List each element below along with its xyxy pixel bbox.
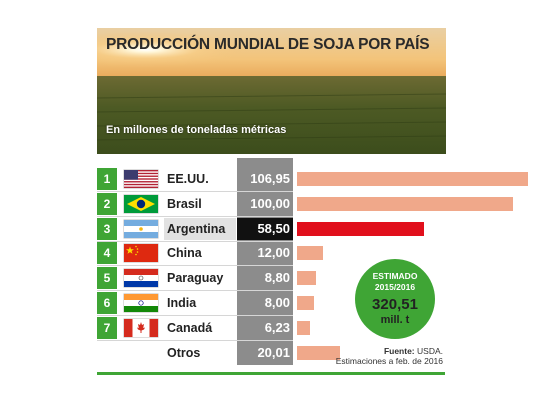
value-label: 8,80 — [264, 270, 290, 286]
row-india: 6 India 8,00 — [97, 292, 445, 314]
row-divider — [97, 315, 293, 316]
category-label: China — [167, 246, 202, 261]
value-label: 58,50 — [237, 217, 293, 240]
value-label: 20,01 — [257, 344, 290, 360]
category-label: India — [167, 296, 197, 310]
china-flag-icon — [124, 244, 158, 263]
source-label: Fuente: — [383, 346, 415, 356]
row-divider — [97, 339, 293, 341]
category-label: Argentina — [164, 217, 236, 240]
row-divider — [97, 290, 293, 292]
bar — [297, 271, 317, 286]
bar — [297, 196, 514, 211]
rank-badge: 7 — [97, 316, 117, 339]
bar — [297, 320, 311, 335]
india-flag-icon — [124, 294, 158, 312]
row-china: 4 China 12,00 — [97, 242, 445, 265]
bar — [297, 345, 341, 360]
row-canad-: 7 Canadá 6,23 — [97, 316, 445, 339]
row-divider — [97, 240, 293, 242]
rank-badge: 2 — [97, 192, 117, 215]
value-column — [237, 158, 293, 365]
chart-title: PRODUCCIÓN MUNDIAL DE SOJA POR PAÍS — [106, 36, 430, 53]
value-label: 12,00 — [257, 245, 290, 261]
argentina-flag-icon — [124, 219, 158, 238]
value-label: 6,23 — [264, 319, 290, 335]
usa-flag-icon — [124, 170, 158, 188]
bar — [297, 172, 529, 186]
bar — [297, 296, 315, 310]
row-paraguay: 5 Paraguay 8,80 — [97, 267, 445, 290]
rank-badge: 3 — [97, 217, 117, 240]
canada-flag-icon — [124, 318, 158, 337]
bar — [297, 246, 323, 261]
rank-badge: 6 — [97, 292, 117, 314]
brazil-flag-icon — [124, 194, 158, 213]
source-estimate-note: Estimaciones a feb. de 2016 — [335, 356, 443, 366]
row-divider — [97, 265, 293, 267]
bar — [297, 221, 424, 236]
category-label: Otros — [167, 345, 201, 360]
row-argentina: 3 Argentina 58,50 — [97, 217, 445, 240]
value-label: 8,00 — [264, 295, 290, 310]
row-brasil: 2 Brasil 100,00 — [97, 192, 514, 215]
estimate-label: ESTIMADO — [372, 271, 418, 281]
estimate-value: 320,51 — [372, 296, 418, 313]
chart-subtitle: En millones de toneladas métricas — [106, 124, 287, 136]
row-otros: Otros 20,01 — [97, 342, 445, 364]
row-divider — [97, 215, 293, 217]
category-label: Brasil — [167, 196, 202, 211]
category-label: Canadá — [167, 320, 213, 335]
row-ee-uu-: 1 EE.UU. 106,95 — [97, 168, 529, 190]
value-label: 106,95 — [250, 171, 290, 186]
rank-badge: 4 — [97, 242, 117, 265]
paraguay-flag-icon — [124, 269, 158, 288]
estimate-badge: ESTIMADO 2015/2016 320,51 mill. t — [355, 259, 435, 339]
rank-badge: 5 — [97, 267, 117, 290]
bottom-rule — [97, 372, 445, 375]
source-note: Fuente: USDA. Estimaciones a feb. de 201… — [336, 346, 443, 366]
category-label: Paraguay — [167, 271, 224, 286]
row-divider — [97, 191, 293, 192]
estimate-period: 2015/2016 — [374, 282, 416, 292]
header-photo — [97, 28, 446, 154]
source-name: USDA. — [417, 346, 443, 356]
value-label: 100,00 — [250, 195, 290, 211]
rank-badge: 1 — [97, 168, 117, 190]
estimate-unit: mill. t — [380, 314, 410, 326]
category-label: EE.UU. — [167, 172, 209, 186]
